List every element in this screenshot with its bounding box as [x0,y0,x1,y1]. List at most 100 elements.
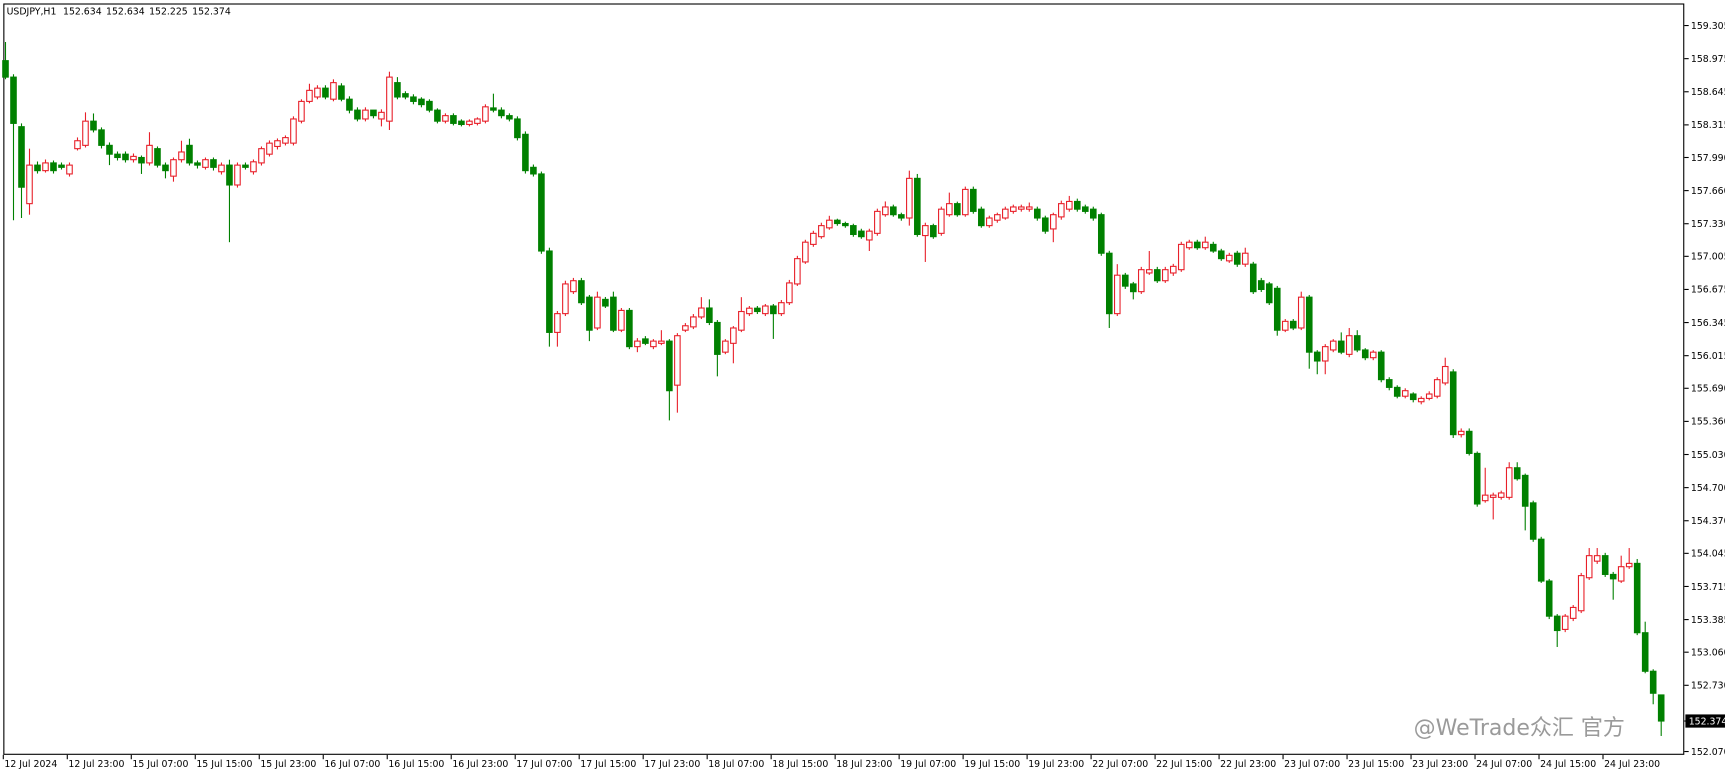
candle-body [1553,615,1561,632]
candle-body [210,159,217,168]
candle-body [1513,467,1521,480]
candle-body [770,305,777,315]
y-tick-label: 152.730 [1691,681,1725,692]
candle-body [810,232,817,245]
candle-body [1577,575,1585,612]
candle-body [322,87,329,98]
x-tick-label: 22 Jul 07:00 [1092,759,1148,770]
candle-body [386,76,393,122]
candle-body [1617,566,1625,582]
candle-body [234,164,241,186]
candle-body [74,140,81,150]
candle-body [906,177,913,219]
candle-body [674,335,681,386]
candle-body [850,225,857,236]
candle-body [1161,269,1169,282]
candle-body [546,250,553,333]
candle-body [978,208,985,227]
candle-body [314,87,321,98]
candle-body [1377,351,1385,381]
candle-body [706,307,713,324]
y-tick-label: 156.015 [1691,351,1725,362]
candle-body [1657,694,1665,722]
y-tick-label: 157.660 [1691,186,1725,197]
x-tick-label: 18 Jul 07:00 [708,759,764,770]
candle-body [1489,494,1497,498]
candle-body [82,120,89,146]
x-tick-label: 17 Jul 15:00 [580,759,636,770]
y-tick-label: 157.330 [1691,219,1725,230]
y-tick-label: 157.005 [1691,252,1725,263]
x-tick-label: 17 Jul 07:00 [516,759,572,770]
candle-body [1018,206,1025,210]
candle-body [242,164,249,168]
y-tick-label: 154.700 [1691,483,1725,494]
candle-body [1353,335,1361,351]
candle-body [834,219,841,225]
candle-body [1058,203,1065,218]
x-tick-label: 22 Jul 15:00 [1156,759,1212,770]
candle-body [1097,214,1105,254]
candle-body [1249,263,1257,293]
candle-body [1625,562,1633,568]
candle-body [2,60,9,78]
x-tick-label: 15 Jul 15:00 [196,759,252,770]
candle-body [722,340,729,353]
watermark: @WeTrade众汇 官方 [1414,716,1625,741]
candle-body [506,115,513,120]
price-tag [1685,714,1725,728]
candle-body [178,151,185,161]
candle-body [450,115,457,124]
candles [2,41,1665,736]
candle-body [858,230,865,238]
candle-body [1225,254,1233,262]
candle-body [1257,280,1265,290]
candle-body [410,96,417,102]
candle-body [882,206,889,216]
candle-body [586,296,593,331]
candle-body [1409,393,1417,401]
candle-body [1545,580,1553,617]
candle-body [170,159,177,177]
candle-body [1313,351,1321,362]
candle-body [1217,250,1225,260]
candle-body [1529,502,1537,540]
candle-body [370,109,377,117]
candle-body [922,225,929,237]
candle-body [1169,265,1177,274]
candle-body [1153,269,1161,282]
candle-body [50,162,57,172]
candle-body [1089,208,1097,219]
symbol-title: USDJPY,H1 [7,6,57,17]
candle-body [866,230,873,241]
candle-body [626,309,633,348]
candle-body [1481,494,1489,502]
x-tick-label: 12 Jul 2024 [4,759,57,770]
candle-body [266,142,273,155]
y-tick-label: 155.030 [1691,450,1725,461]
candle-body [610,296,617,331]
candle-body [274,140,281,148]
candle-body [938,208,945,234]
candle-body [914,177,921,236]
x-tick-label: 23 Jul 23:00 [1412,759,1468,770]
candle-body [346,98,353,111]
candle-body [986,217,993,227]
candle-body [394,82,401,98]
candle-body [1569,606,1577,619]
candle-body [1585,555,1593,579]
candle-body [818,225,825,238]
candle-body [258,148,265,164]
candle-body [874,210,881,234]
candle-body [362,109,369,120]
candle-body [898,214,905,219]
x-tick-label: 19 Jul 07:00 [900,759,956,770]
candle-body [1273,287,1281,331]
candle-body [1145,269,1153,274]
candle-body [994,214,1001,221]
candle-body [226,164,233,186]
candle-body [498,109,505,117]
candle-body [162,164,169,172]
